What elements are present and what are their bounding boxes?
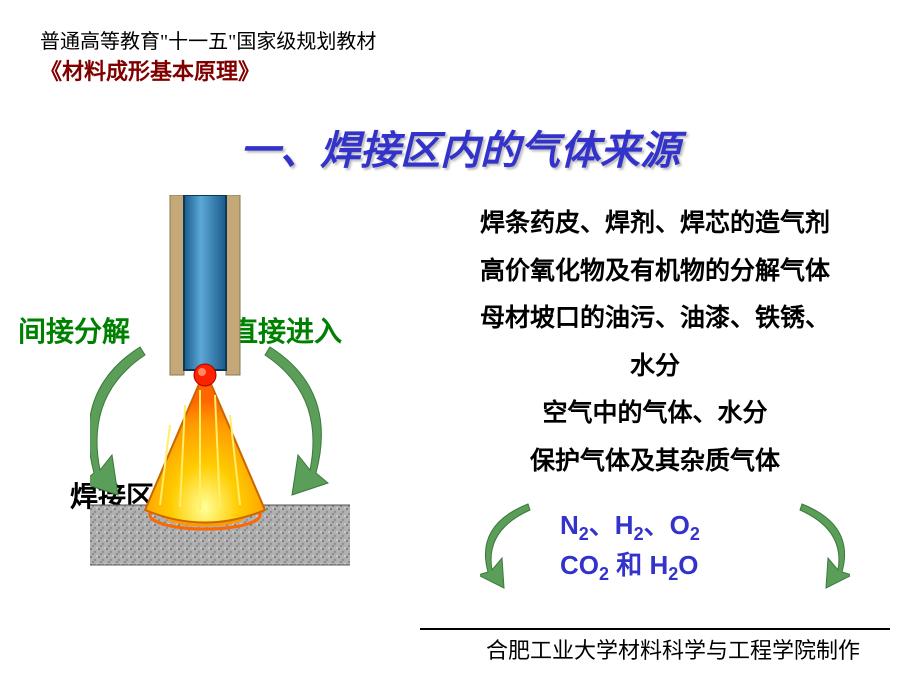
gas-sources-list: 焊条药皮、焊剂、焊芯的造气剂 高价氧化物及有机物的分解气体 母材坡口的油污、油漆… [400, 200, 910, 485]
formula-box: N2、H2、O2 CO2 和 H2O [480, 500, 850, 590]
formula-line-1: N2、H2、O2 [560, 505, 700, 545]
formula-text: N2、H2、O2 CO2 和 H2O [560, 505, 700, 585]
source-line-5: 空气中的气体、水分 [400, 390, 910, 438]
header-subtitle: 普通高等教育"十一五"国家级规划教材 [40, 25, 376, 54]
source-line-1: 焊条药皮、焊剂、焊芯的造气剂 [400, 200, 910, 248]
formula-arrow-right-icon [780, 500, 850, 590]
header: 普通高等教育"十一五"国家级规划教材 《材料成形基本原理》 [40, 25, 376, 86]
header-book-title: 《材料成形基本原理》 [40, 54, 376, 86]
source-line-3: 母材坡口的油污、油漆、铁锈、 [400, 295, 910, 343]
welding-svg [90, 195, 350, 575]
footer-divider [420, 628, 890, 630]
source-line-6: 保护气体及其杂质气体 [400, 438, 910, 486]
source-line-2: 高价氧化物及有机物的分解气体 [400, 248, 910, 296]
slide-title: 一、焊接区内的气体来源 [0, 118, 920, 176]
footer-credit: 合肥工业大学材料科学与工程学院制作 [486, 633, 860, 665]
source-line-4: 水分 [400, 343, 910, 391]
welding-diagram: 间接分解 直接进入 焊接区的气体 [20, 195, 390, 595]
formula-arrow-left-icon [480, 500, 550, 590]
formula-line-2: CO2 和 H2O [560, 545, 700, 585]
